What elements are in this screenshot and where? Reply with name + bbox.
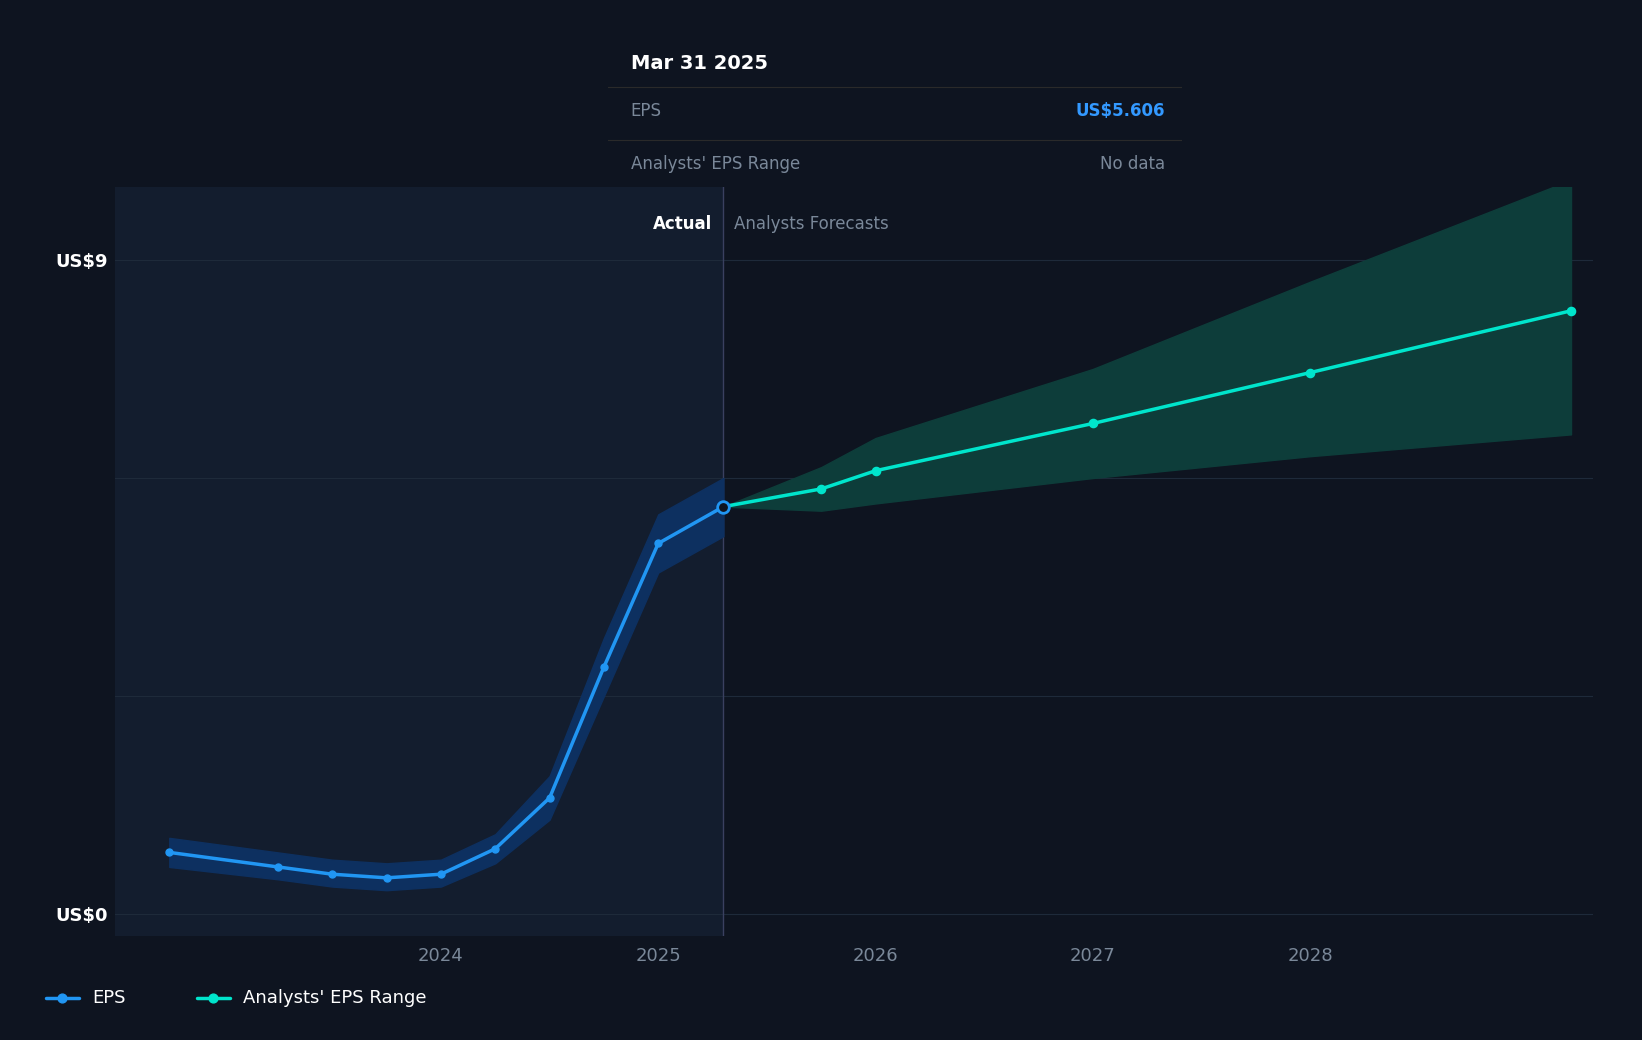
Text: Mar 31 2025: Mar 31 2025: [631, 54, 767, 73]
Point: [591, 658, 617, 675]
Point: [483, 840, 509, 857]
Text: EPS: EPS: [631, 102, 662, 121]
Point: [537, 789, 563, 806]
Point: [49, 990, 76, 1007]
Point: [808, 480, 834, 497]
Point: [319, 866, 345, 883]
Point: [429, 866, 455, 883]
Point: [200, 990, 227, 1007]
Text: EPS: EPS: [92, 989, 125, 1008]
Point: [156, 844, 182, 861]
Text: US$5.606: US$5.606: [1076, 102, 1166, 121]
Text: Analysts Forecasts: Analysts Forecasts: [734, 214, 888, 233]
Bar: [115, 187, 724, 936]
Point: [862, 463, 888, 479]
Point: [1297, 364, 1323, 381]
Text: No data: No data: [1100, 155, 1166, 173]
Point: [373, 869, 399, 886]
Point: [1080, 415, 1107, 432]
Text: Actual: Actual: [654, 214, 713, 233]
Point: [1558, 303, 1585, 319]
Text: Analysts' EPS Range: Analysts' EPS Range: [631, 155, 800, 173]
Point: [264, 859, 291, 876]
Point: [645, 536, 672, 552]
Text: Analysts' EPS Range: Analysts' EPS Range: [243, 989, 427, 1008]
Point: [711, 498, 737, 515]
